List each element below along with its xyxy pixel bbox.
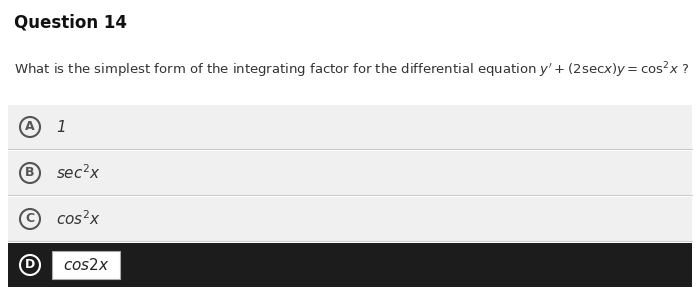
Text: A: A [25, 121, 35, 134]
Text: B: B [25, 167, 35, 179]
Text: Question 14: Question 14 [14, 14, 127, 32]
FancyBboxPatch shape [8, 151, 692, 195]
Text: $cos^{2}x$: $cos^{2}x$ [56, 210, 101, 228]
Text: D: D [25, 259, 35, 272]
FancyBboxPatch shape [8, 243, 692, 287]
FancyBboxPatch shape [52, 251, 120, 279]
FancyBboxPatch shape [8, 197, 692, 241]
Text: 1: 1 [56, 119, 66, 134]
Text: $sec^{2}x$: $sec^{2}x$ [56, 164, 101, 182]
FancyBboxPatch shape [8, 105, 692, 149]
Text: $cos2x$: $cos2x$ [63, 257, 109, 273]
Text: C: C [25, 212, 34, 226]
Text: What is the simplest form of the integrating factor for the differential equatio: What is the simplest form of the integra… [14, 60, 690, 80]
